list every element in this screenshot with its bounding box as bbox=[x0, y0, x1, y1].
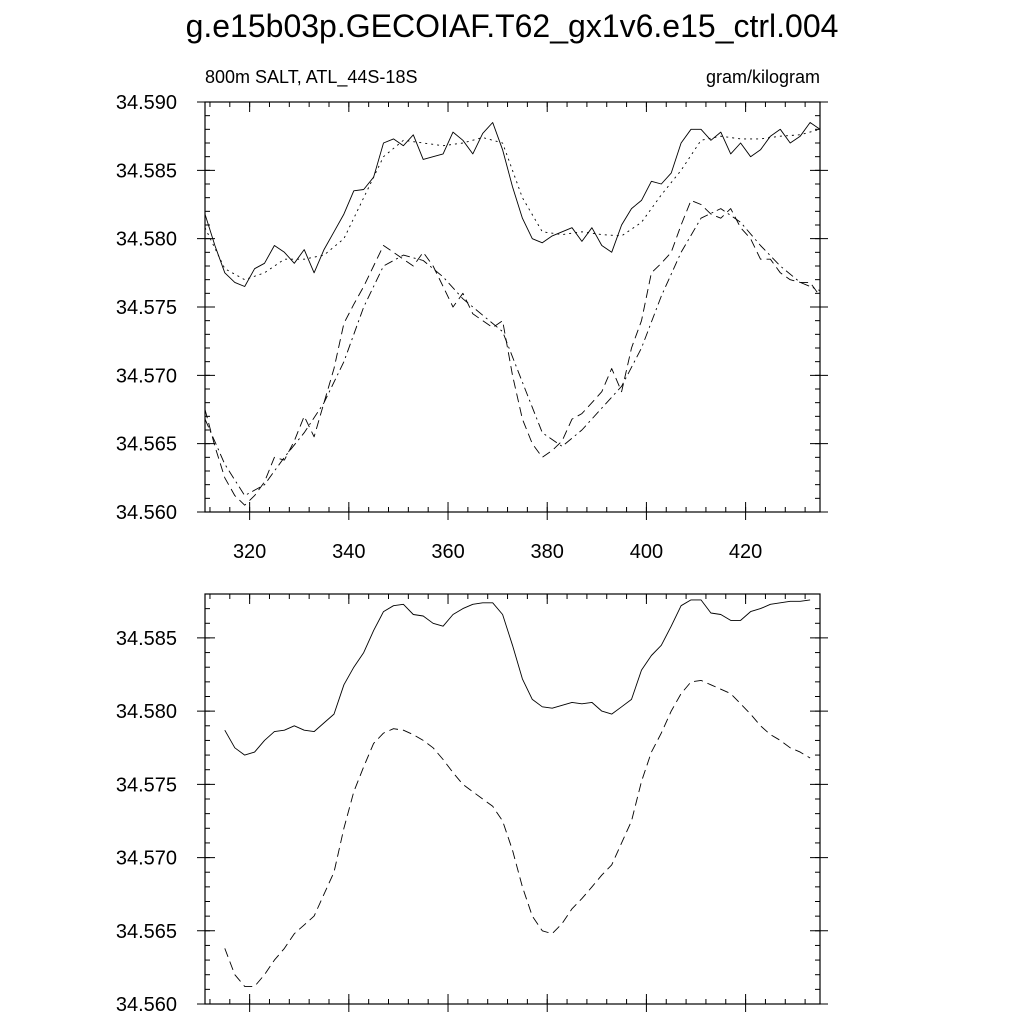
series-line-2-dotted bbox=[204, 128, 821, 281]
x-tick-label: 360 bbox=[431, 541, 464, 563]
subtitle-left: 800m SALT, ATL_44S-18S bbox=[205, 67, 417, 88]
y-tick-label: 34.560 bbox=[116, 994, 177, 1016]
x-tick-label: 320 bbox=[233, 541, 266, 563]
series-line-4-dash-dot bbox=[204, 208, 821, 497]
y-tick-label: 34.580 bbox=[116, 229, 177, 251]
y-tick-label: 34.590 bbox=[116, 92, 177, 114]
chart-panel-1: 320 340 360 380 400 420 34.560 34.565 34.570 34.5… bbox=[116, 67, 828, 563]
x-tick-label: 380 bbox=[531, 541, 564, 563]
series-line-1-solid bbox=[224, 599, 811, 756]
x-tick-label: 340 bbox=[332, 541, 365, 563]
page-title: g.e15b03p.GECOIAF.T62_gx1v6.e15_ctrl.004 bbox=[185, 8, 839, 44]
y-tick-label: 34.585 bbox=[116, 160, 177, 182]
series-line-1-solid bbox=[204, 122, 821, 287]
y-tick-label: 34.580 bbox=[116, 701, 177, 723]
y-tick-label: 34.565 bbox=[116, 921, 177, 943]
y-tick-label: 34.575 bbox=[116, 297, 177, 319]
series-line-3-dashed bbox=[204, 199, 821, 506]
subtitle-right: gram/kilogram bbox=[706, 67, 820, 87]
y-tick-label: 34.560 bbox=[116, 502, 177, 524]
series-line-2-dashed bbox=[224, 679, 811, 987]
plot-frame bbox=[204, 101, 821, 513]
y-tick-label: 34.570 bbox=[116, 365, 177, 387]
y-tick-label: 34.575 bbox=[116, 774, 177, 796]
y-tick-label: 34.565 bbox=[116, 434, 177, 456]
plot-frame bbox=[204, 593, 821, 1005]
y-tick-label: 34.585 bbox=[116, 628, 177, 650]
x-tick-label: 400 bbox=[630, 541, 663, 563]
x-tick-label: 420 bbox=[729, 541, 762, 563]
y-tick-label: 34.570 bbox=[116, 848, 177, 870]
chart-panel-2: 34.560 34.565 34.570 34.575 34.580 34.585 bbox=[116, 593, 828, 1016]
